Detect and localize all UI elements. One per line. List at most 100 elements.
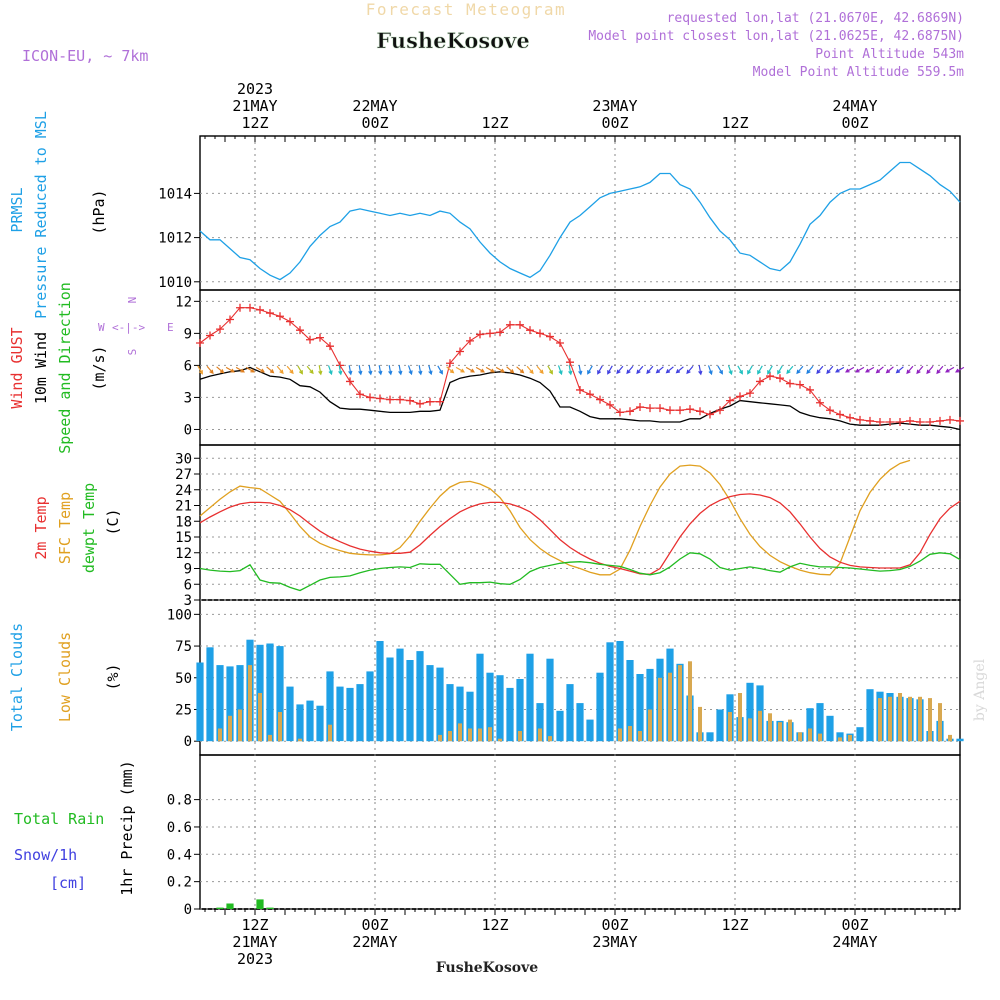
wind-gust-line	[199, 307, 961, 423]
wind-gust-marker	[476, 330, 484, 339]
precip-label-cm: [cm]	[50, 874, 86, 892]
wind-gust-marker	[776, 374, 784, 383]
wind-direction-arrow	[568, 365, 573, 376]
time-label-bottom: 22MAY	[352, 933, 397, 951]
model-altitude: Model Point Altitude 559.5m	[753, 65, 964, 80]
wind-direction-arrow	[536, 365, 544, 375]
wind-direction-arrow	[926, 365, 934, 375]
cloud-total-bar	[266, 643, 274, 742]
cloud-low-bar	[788, 719, 792, 742]
ytick-label-precip: 0.4	[167, 847, 192, 863]
precip-rain-bar	[266, 907, 274, 909]
wind-gust-marker	[596, 395, 604, 404]
cloud-total-bar	[526, 653, 534, 742]
cloud-total-bar	[806, 708, 814, 742]
cloud-low-bar	[888, 696, 892, 742]
cloud-low-bar	[238, 709, 242, 742]
wind-direction-arrow	[906, 365, 914, 375]
cloud-low-bar	[668, 672, 672, 742]
wind-direction-arrow	[786, 365, 794, 375]
cloud-total-bar	[616, 641, 624, 742]
requested-coords: requested lon,lat (21.0670E, 42.6869N)	[667, 11, 964, 26]
pressure-line	[199, 161, 961, 281]
cloud-total-bar	[446, 684, 454, 742]
wind-gust-marker	[646, 404, 654, 413]
time-label-top: 21MAY	[232, 97, 277, 115]
cloud-total-bar	[706, 732, 714, 742]
wind-gust-marker	[206, 331, 214, 340]
wind-gust-marker	[346, 377, 354, 386]
wind-direction-arrow	[378, 365, 383, 376]
ytick-label-wind: 12	[175, 294, 192, 310]
wind-gust-marker	[306, 335, 314, 344]
cloud-low-bar	[438, 734, 442, 742]
wind-direction-arrow	[216, 366, 225, 374]
wind-gust-marker	[256, 305, 264, 314]
cloud-total-bar	[396, 648, 404, 742]
closest-coords: Model point closest lon,lat (21.0625E, 4…	[588, 29, 964, 44]
time-label-top: 00Z	[361, 114, 388, 132]
wind-direction-arrow	[675, 366, 684, 374]
cloud-low-bar	[778, 722, 782, 742]
time-label-bottom: 23MAY	[592, 933, 637, 951]
cloud-total-bar	[646, 668, 654, 742]
cloud-total-bar	[856, 727, 864, 742]
clouds-label-low: Low Clouds	[56, 632, 74, 722]
cloud-total-bar	[406, 660, 414, 742]
ytick-label-temp: 15	[175, 530, 192, 546]
cloud-low-bar	[468, 728, 472, 742]
cloud-total-bar	[286, 686, 294, 742]
wind-gust-marker	[716, 406, 724, 415]
wind-direction-arrow	[698, 365, 703, 376]
wind-direction-arrow	[485, 366, 495, 373]
wind-direction-arrow	[607, 365, 613, 375]
wind-direction-arrow	[245, 366, 255, 373]
wind-gust-marker	[396, 395, 404, 404]
precip-rain-bar	[256, 899, 264, 909]
wind-gust-marker	[746, 389, 754, 398]
cloud-total-bar	[716, 709, 724, 742]
wind-direction-arrow	[777, 365, 783, 375]
cloud-low-bar	[908, 696, 912, 742]
cloud-total-bar	[206, 647, 214, 742]
cloud-total-bar	[486, 672, 494, 742]
cloud-low-bar	[818, 733, 822, 742]
wind-direction-arrow	[747, 365, 753, 375]
cloud-total-bar	[556, 710, 564, 742]
wind-direction-arrow	[318, 365, 323, 376]
cloud-low-bar	[248, 665, 252, 742]
wind-direction-arrow	[665, 366, 674, 374]
ytick-label-precip: 0.8	[167, 793, 192, 809]
cloud-low-bar	[678, 665, 682, 742]
wind-direction-arrow	[727, 365, 733, 376]
ytick-label-temp: 3	[184, 593, 192, 609]
time-label-bottom: 00Z	[841, 916, 868, 934]
cloud-total-bar	[416, 651, 424, 742]
cloud-low-bar	[698, 706, 702, 742]
cloud-total-bar	[296, 704, 304, 742]
ytick-label-temp: 24	[175, 483, 192, 499]
wind-gust-marker	[356, 390, 364, 399]
cloud-low-bar	[928, 698, 932, 742]
cloud-low-bar	[488, 727, 492, 742]
wind-gust-marker	[246, 303, 254, 312]
cloud-low-bar	[268, 734, 272, 742]
cloud-low-bar	[478, 728, 482, 742]
ytick-label-temp: 9	[184, 562, 192, 578]
wind-direction-arrow	[266, 366, 275, 374]
time-label-top: 22MAY	[352, 97, 397, 115]
wind-direction-arrow	[717, 365, 723, 375]
wind-direction-arrow	[286, 365, 294, 375]
ytick-label-wind: 3	[184, 390, 192, 406]
watermark: by Angel	[972, 658, 988, 721]
cloud-total-bar	[436, 667, 444, 742]
grid-lines	[200, 136, 960, 910]
wind-gust-marker	[566, 358, 574, 367]
wind-gust-marker	[656, 404, 664, 413]
wind-direction-arrow	[446, 366, 455, 374]
ytick-label-clouds: 75	[175, 639, 192, 655]
wind-gust-marker	[236, 303, 244, 312]
cloud-low-bar	[298, 738, 302, 742]
wind-gust-marker	[486, 329, 494, 338]
